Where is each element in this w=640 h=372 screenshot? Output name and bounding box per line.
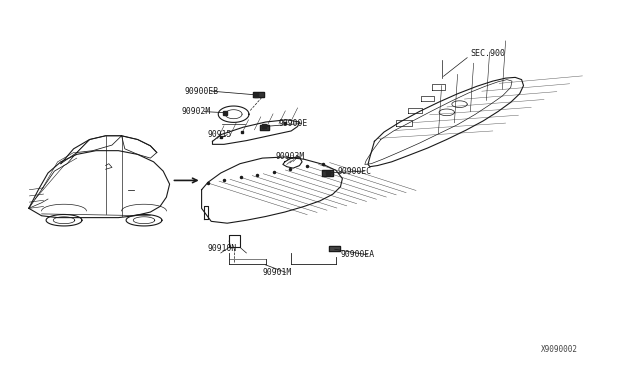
Text: 90901M: 90901M [262,268,292,277]
Text: SEC.900: SEC.900 [470,49,506,58]
Text: 90900E: 90900E [278,119,308,128]
Text: 90915: 90915 [208,130,232,139]
Text: 90910N: 90910N [208,244,237,253]
Text: X9090002: X9090002 [541,344,578,353]
Polygon shape [322,170,333,176]
Polygon shape [260,125,269,130]
Text: 90900EC: 90900EC [337,167,371,176]
Text: 90903M: 90903M [275,152,305,161]
Polygon shape [329,246,340,251]
Text: 90900EB: 90900EB [184,87,218,96]
Text: 90902M: 90902M [181,107,211,116]
Text: 90900EA: 90900EA [340,250,374,259]
Polygon shape [253,92,264,97]
